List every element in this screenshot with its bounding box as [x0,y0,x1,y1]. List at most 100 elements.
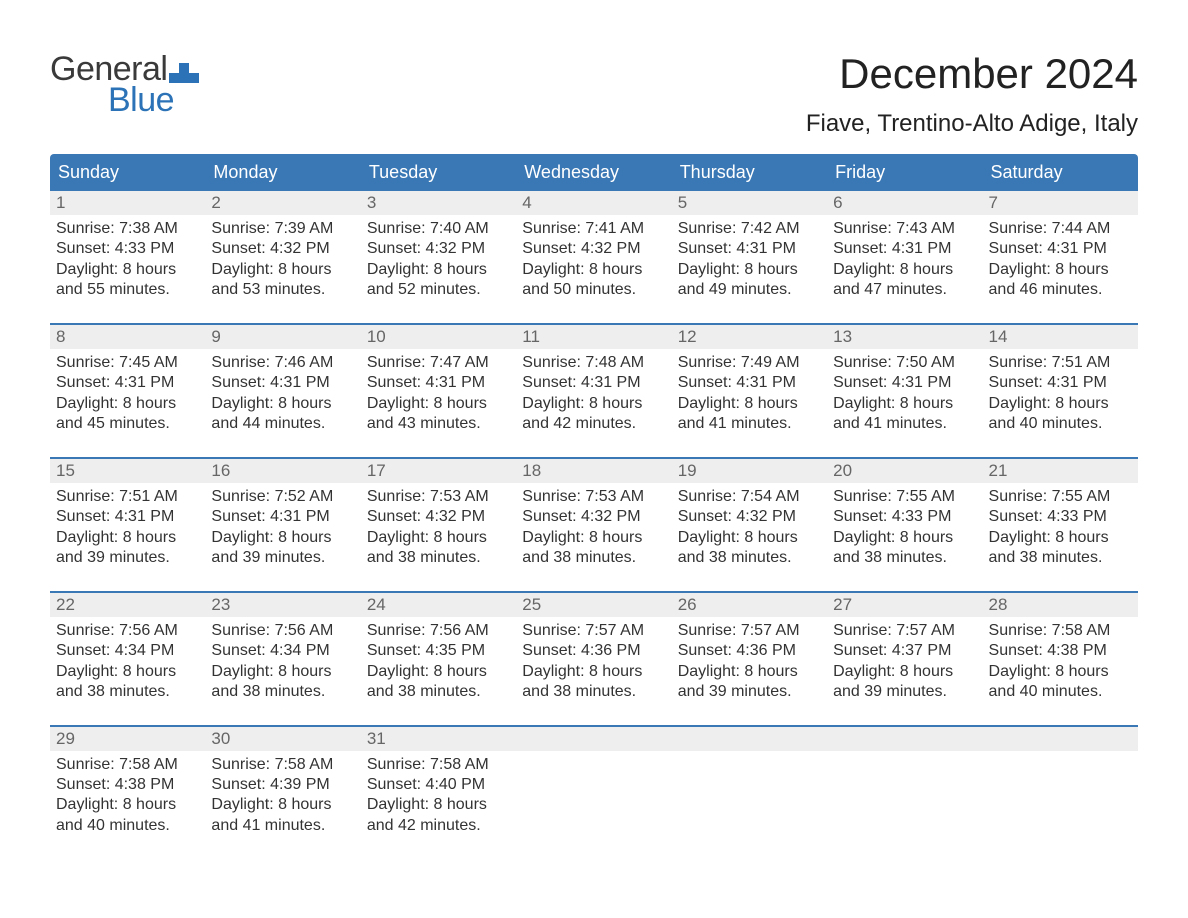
sunset-line: Sunset: 4:31 PM [56,373,199,393]
daylight-line: Daylight: 8 hoursand 50 minutes. [522,260,665,301]
sunset-line: Sunset: 4:32 PM [211,239,354,259]
calendar-day: 1Sunrise: 7:38 AMSunset: 4:33 PMDaylight… [50,191,205,305]
day-details: Sunrise: 7:48 AMSunset: 4:31 PMDaylight:… [516,349,671,439]
daylight-line: Daylight: 8 hoursand 43 minutes. [367,394,510,435]
day-number: 3 [361,191,516,215]
sunset-line: Sunset: 4:38 PM [989,641,1132,661]
calendar-day: 12 Sunrise: 7:49 AMSunset: 4:31 PMDayligh… [672,325,827,439]
sunset-line: Sunset: 4:35 PM [367,641,510,661]
daylight-line: Daylight: 8 hoursand 47 minutes. [833,260,976,301]
day-number: . [983,727,1138,751]
day-details: Sunrise: 7:57 AMSunset: 4:36 PMDaylight:… [516,617,671,707]
weeks-container: 1Sunrise: 7:38 AMSunset: 4:33 PMDaylight… [50,191,1138,840]
day-number: 1 [50,191,205,215]
sunset-line: Sunset: 4:36 PM [678,641,821,661]
daylight-line: Daylight: 8 hoursand 41 minutes. [678,394,821,435]
day-number: 19 [672,459,827,483]
sunset-line: Sunset: 4:32 PM [367,239,510,259]
sunrise-line: Sunrise: 7:44 AM [989,219,1132,239]
day-number: . [827,727,982,751]
sunset-line: Sunset: 4:36 PM [522,641,665,661]
sunrise-line: Sunrise: 7:58 AM [989,621,1132,641]
calendar-day: 15Sunrise: 7:51 AMSunset: 4:31 PMDayligh… [50,459,205,573]
sunrise-line: Sunrise: 7:56 AM [367,621,510,641]
calendar-day: 2Sunrise: 7:39 AMSunset: 4:32 PMDaylight… [205,191,360,305]
daylight-line: Daylight: 8 hoursand 52 minutes. [367,260,510,301]
calendar-day: 14Sunrise: 7:51 AMSunset: 4:31 PMDayligh… [983,325,1138,439]
sunrise-line: Sunrise: 7:57 AM [522,621,665,641]
day-details: Sunrise: 7:46 AMSunset: 4:31 PMDaylight:… [205,349,360,439]
calendar-day: . [827,727,982,841]
daylight-line: Daylight: 8 hoursand 38 minutes. [367,528,510,569]
daylight-line: Daylight: 8 hoursand 40 minutes. [989,394,1132,435]
day-number: 10 [361,325,516,349]
calendar-week: 29Sunrise: 7:58 AMSunset: 4:38 PMDayligh… [50,725,1138,841]
calendar-day: 16Sunrise: 7:52 AMSunset: 4:31 PMDayligh… [205,459,360,573]
calendar-day: . [983,727,1138,841]
daylight-line: Daylight: 8 hoursand 49 minutes. [678,260,821,301]
sunrise-line: Sunrise: 7:55 AM [833,487,976,507]
sunset-line: Sunset: 4:31 PM [678,373,821,393]
day-details: Sunrise: 7:51 AMSunset: 4:31 PMDaylight:… [983,349,1138,439]
calendar-day: 25Sunrise: 7:57 AMSunset: 4:36 PMDayligh… [516,593,671,707]
day-details: Sunrise: 7:42 AMSunset: 4:31 PMDaylight:… [672,215,827,305]
day-number: 23 [205,593,360,617]
daylight-line: Daylight: 8 hoursand 38 minutes. [833,528,976,569]
daylight-line: Daylight: 8 hoursand 39 minutes. [833,662,976,703]
day-number: 2 [205,191,360,215]
daylight-line: Daylight: 8 hoursand 39 minutes. [678,662,821,703]
sunrise-line: Sunrise: 7:46 AM [211,353,354,373]
day-number: 17 [361,459,516,483]
sunrise-line: Sunrise: 7:49 AM [678,353,821,373]
page-title: December 2024 [806,50,1138,98]
calendar-day: 8Sunrise: 7:45 AMSunset: 4:31 PMDaylight… [50,325,205,439]
sunrise-line: Sunrise: 7:53 AM [522,487,665,507]
day-number: 12 [672,325,827,349]
day-number: 21 [983,459,1138,483]
daylight-line: Daylight: 8 hoursand 46 minutes. [989,260,1132,301]
calendar-day: 6Sunrise: 7:43 AMSunset: 4:31 PMDaylight… [827,191,982,305]
calendar-day: 22Sunrise: 7:56 AMSunset: 4:34 PMDayligh… [50,593,205,707]
calendar-day: 26Sunrise: 7:57 AMSunset: 4:36 PMDayligh… [672,593,827,707]
daylight-line: Daylight: 8 hoursand 41 minutes. [833,394,976,435]
calendar-day: 21Sunrise: 7:55 AMSunset: 4:33 PMDayligh… [983,459,1138,573]
day-number: 8 [50,325,205,349]
sunrise-line: Sunrise: 7:40 AM [367,219,510,239]
daylight-line: Daylight: 8 hoursand 38 minutes. [989,528,1132,569]
daylight-line: Daylight: 8 hoursand 44 minutes. [211,394,354,435]
day-details: Sunrise: 7:47 AMSunset: 4:31 PMDaylight:… [361,349,516,439]
sunset-line: Sunset: 4:32 PM [522,239,665,259]
calendar-day: 13Sunrise: 7:50 AMSunset: 4:31 PMDayligh… [827,325,982,439]
sunset-line: Sunset: 4:31 PM [56,507,199,527]
location-text: Fiave, Trentino-Alto Adige, Italy [806,110,1138,138]
day-number: 24 [361,593,516,617]
calendar-day: 31Sunrise: 7:58 AMSunset: 4:40 PMDayligh… [361,727,516,841]
day-number: 7 [983,191,1138,215]
sunrise-line: Sunrise: 7:42 AM [678,219,821,239]
day-number: . [516,727,671,751]
sunset-line: Sunset: 4:31 PM [211,507,354,527]
day-number: 25 [516,593,671,617]
sunset-line: Sunset: 4:34 PM [211,641,354,661]
calendar-day: 18Sunrise: 7:53 AMSunset: 4:32 PMDayligh… [516,459,671,573]
sunset-line: Sunset: 4:31 PM [367,373,510,393]
day-details: Sunrise: 7:58 AMSunset: 4:39 PMDaylight:… [205,751,360,841]
day-details: Sunrise: 7:56 AMSunset: 4:34 PMDaylight:… [50,617,205,707]
brand-word-blue: Blue [108,81,199,120]
sunset-line: Sunset: 4:38 PM [56,775,199,795]
daylight-line: Daylight: 8 hoursand 53 minutes. [211,260,354,301]
daylight-line: Daylight: 8 hoursand 39 minutes. [56,528,199,569]
day-details: Sunrise: 7:54 AMSunset: 4:32 PMDaylight:… [672,483,827,573]
day-details: Sunrise: 7:58 AMSunset: 4:40 PMDaylight:… [361,751,516,841]
day-number: 26 [672,593,827,617]
day-details: Sunrise: 7:44 AMSunset: 4:31 PMDaylight:… [983,215,1138,305]
sunrise-line: Sunrise: 7:43 AM [833,219,976,239]
daylight-line: Daylight: 8 hoursand 40 minutes. [56,795,199,836]
day-number: 11 [516,325,671,349]
daylight-line: Daylight: 8 hoursand 38 minutes. [522,662,665,703]
calendar-week: 15Sunrise: 7:51 AMSunset: 4:31 PMDayligh… [50,457,1138,573]
day-details: Sunrise: 7:55 AMSunset: 4:33 PMDaylight:… [983,483,1138,573]
calendar: Sunday Monday Tuesday Wednesday Thursday… [50,154,1138,840]
calendar-week: 8Sunrise: 7:45 AMSunset: 4:31 PMDaylight… [50,323,1138,439]
day-number: 18 [516,459,671,483]
